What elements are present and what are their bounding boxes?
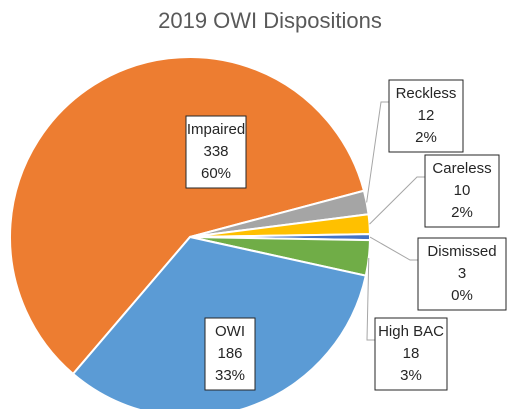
data-label-name: Impaired <box>187 121 245 138</box>
data-label-name: Dismissed <box>427 243 496 260</box>
chart-title: 2019 OWI Dispositions <box>158 8 382 33</box>
leader-line <box>366 101 389 203</box>
leader-line <box>369 236 418 261</box>
label-box <box>424 154 500 228</box>
label-box <box>417 237 507 311</box>
data-label-name: Careless <box>432 160 491 177</box>
data-label-percent: 33% <box>215 367 245 384</box>
data-label-name: High BAC <box>378 323 444 340</box>
pie-slice <box>9 56 366 376</box>
label-box <box>388 79 464 153</box>
leader-line <box>369 176 425 225</box>
data-label-value: 18 <box>403 345 420 362</box>
data-label-value: 338 <box>203 143 228 160</box>
data-label-value: 3 <box>458 265 466 282</box>
data-label-percent: 0% <box>451 287 473 304</box>
leader-line <box>366 257 375 341</box>
data-label-percent: 2% <box>451 204 473 221</box>
label-box <box>374 317 448 391</box>
label-box <box>185 115 247 189</box>
data-label-name: Reckless <box>396 85 457 102</box>
label-box <box>204 317 256 391</box>
data-label-value: 12 <box>418 107 435 124</box>
data-label-percent: 3% <box>400 367 422 384</box>
data-label-percent: 2% <box>415 129 437 146</box>
data-label-value: 186 <box>217 345 242 362</box>
data-label-percent: 60% <box>201 165 231 182</box>
data-label-value: 10 <box>454 182 471 199</box>
data-label-name: OWI <box>215 323 245 340</box>
